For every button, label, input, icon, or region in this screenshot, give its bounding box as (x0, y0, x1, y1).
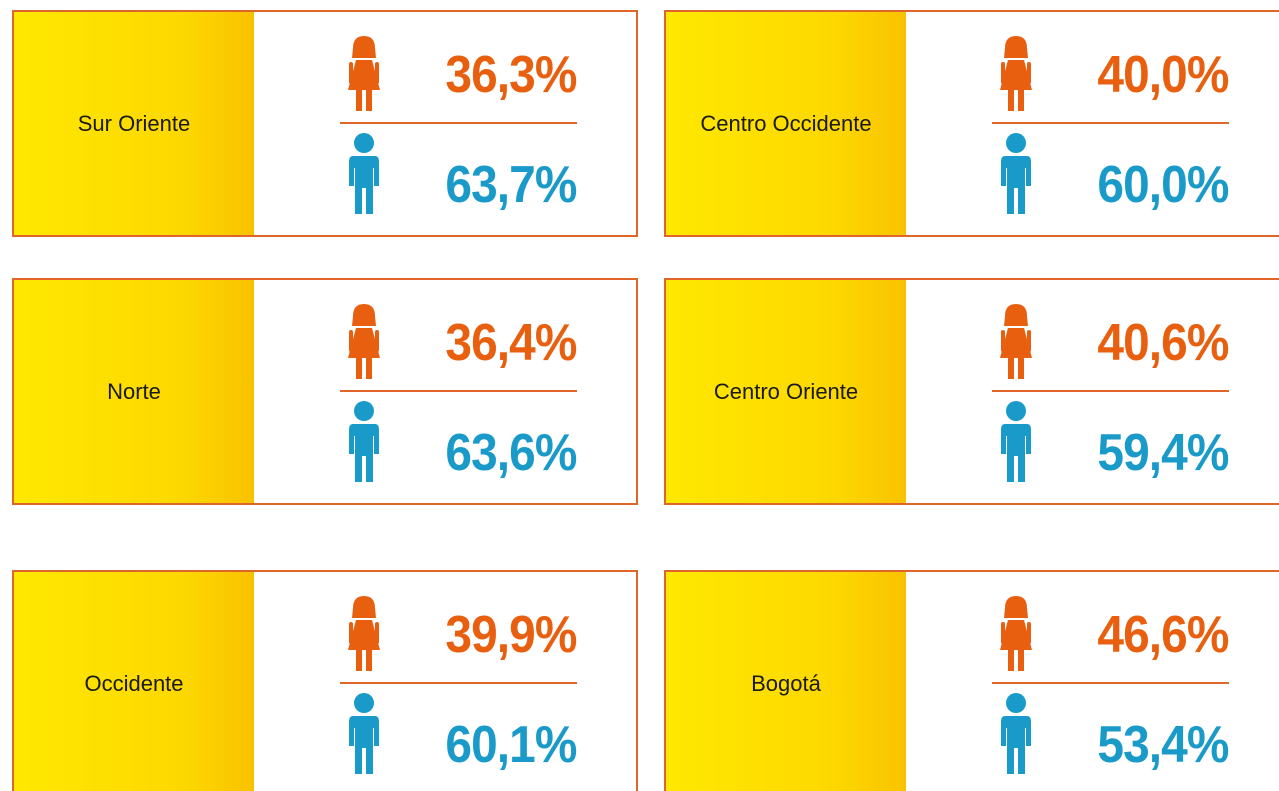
divider (992, 122, 1229, 124)
region-card: Norte 36,4% 63,6% (12, 278, 638, 505)
region-name: Sur Oriente (14, 12, 254, 235)
female-percent: 46,6% (1096, 606, 1229, 664)
male-icon (344, 132, 384, 221)
female-percent: 40,0% (1096, 46, 1229, 104)
female-icon (996, 34, 1036, 119)
divider (340, 390, 577, 392)
female-percent: 36,4% (444, 314, 577, 372)
female-percent: 39,9% (444, 606, 577, 664)
male-icon (996, 132, 1036, 221)
region-card: Occidente 39,9% 60,1% (12, 570, 638, 791)
male-percent: 59,4% (1096, 424, 1229, 482)
divider (340, 682, 577, 684)
region-card: Bogotá 46,6% 53,4% (664, 570, 1279, 791)
region-name: Centro Oriente (666, 280, 906, 503)
divider (992, 682, 1229, 684)
female-icon (996, 594, 1036, 679)
divider (340, 122, 577, 124)
male-icon (344, 692, 384, 781)
region-name: Norte (14, 280, 254, 503)
male-percent: 53,4% (1096, 716, 1229, 774)
male-percent: 60,0% (1096, 156, 1229, 214)
region-card: Centro Occidente 40,0% 60,0% (664, 10, 1279, 237)
divider (992, 390, 1229, 392)
female-percent: 36,3% (444, 46, 577, 104)
region-card: Centro Oriente 40,6% 59,4% (664, 278, 1279, 505)
male-icon (344, 400, 384, 489)
male-percent: 63,6% (444, 424, 577, 482)
region-name: Bogotá (666, 572, 906, 791)
region-name: Centro Occidente (666, 12, 906, 235)
region-card: Sur Oriente 36,3% 63,7% (12, 10, 638, 237)
male-percent: 63,7% (444, 156, 577, 214)
male-icon (996, 400, 1036, 489)
female-icon (344, 34, 384, 119)
female-icon (344, 594, 384, 679)
male-icon (996, 692, 1036, 781)
region-name: Occidente (14, 572, 254, 791)
female-percent: 40,6% (1096, 314, 1229, 372)
female-icon (344, 302, 384, 387)
female-icon (996, 302, 1036, 387)
male-percent: 60,1% (444, 716, 577, 774)
